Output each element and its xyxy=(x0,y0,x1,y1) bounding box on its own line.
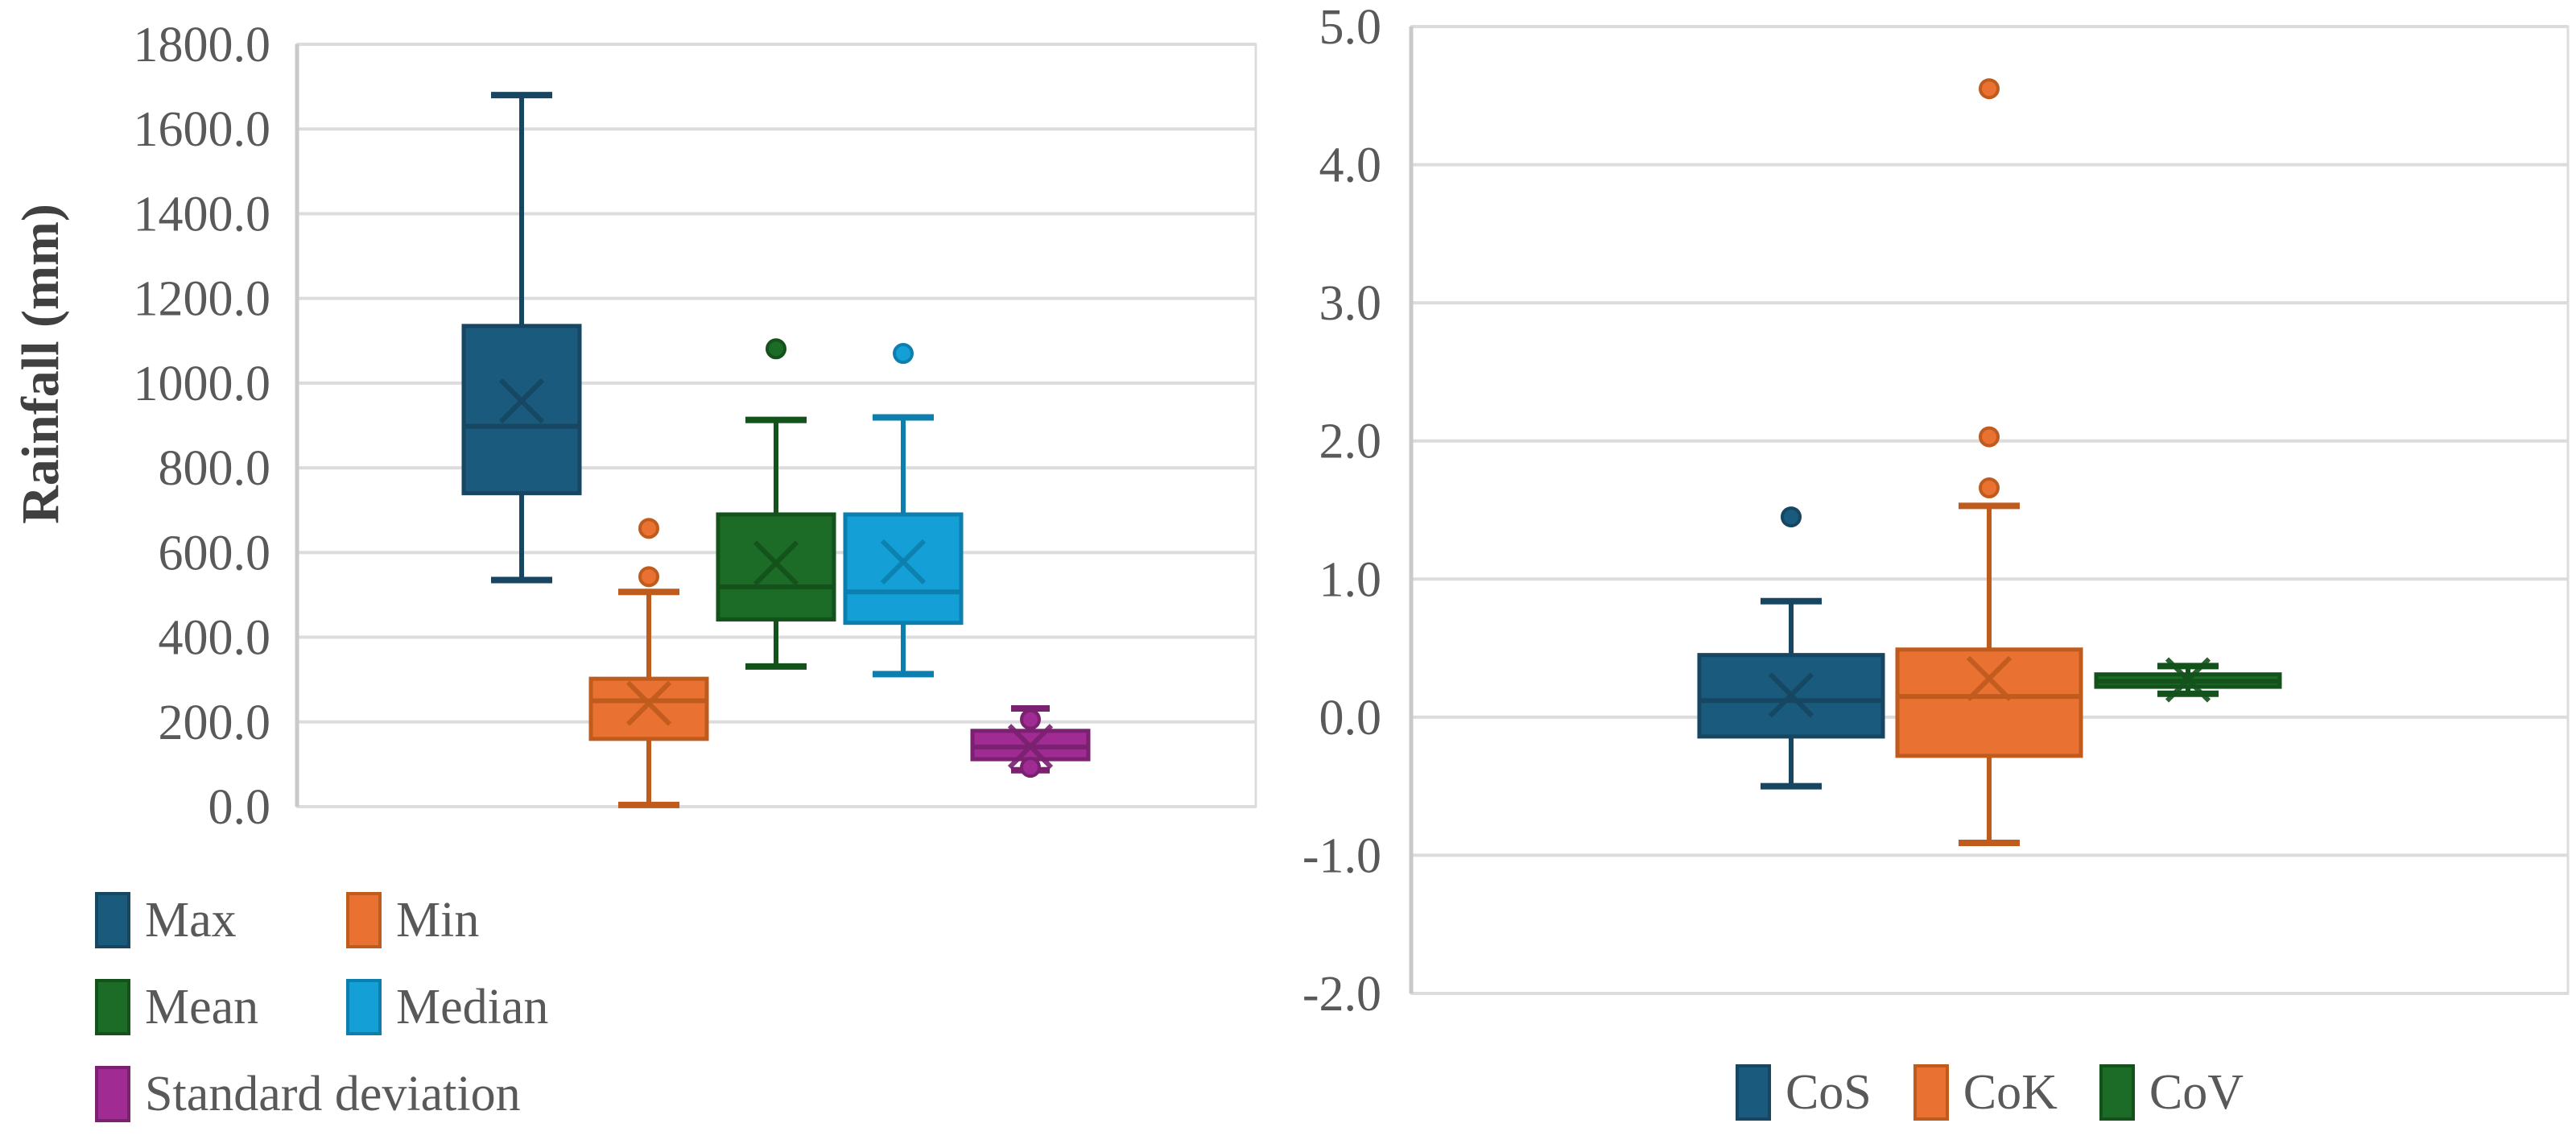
y-tick-label: 1600.0 xyxy=(134,102,271,157)
y-tick-label: -1.0 xyxy=(1302,828,1381,883)
box-series-standard-deviation xyxy=(970,704,1091,778)
outlier-dot xyxy=(1979,426,2000,448)
box-series-min xyxy=(588,518,709,808)
legend-swatch xyxy=(1735,1064,1771,1121)
mean-x-marker xyxy=(1966,655,2013,701)
legend-item-median: Median xyxy=(346,976,548,1039)
y-tick-label: 0.0 xyxy=(208,780,271,835)
mean-x-marker xyxy=(880,539,927,585)
legend-label: Max xyxy=(145,892,237,948)
mean-x-marker xyxy=(1007,724,1054,770)
legend-item-cov: CoV xyxy=(2099,1061,2244,1124)
y-tick-label: 3.0 xyxy=(1319,276,1382,331)
legend-label: CoK xyxy=(1963,1064,2058,1120)
left-chart-series xyxy=(461,92,1091,808)
iqr-box xyxy=(716,512,836,621)
box-series-cos xyxy=(1697,506,1885,790)
legend-label: CoS xyxy=(1785,1064,1872,1120)
left-chart-legend: Max Min Mean Median Standard deviation xyxy=(95,889,548,1125)
left-chart-gridlines xyxy=(295,43,1257,808)
box-series-mean xyxy=(716,338,836,670)
y-tick-label: 4.0 xyxy=(1319,138,1382,193)
box-series-max xyxy=(461,92,582,584)
iqr-box xyxy=(588,676,709,741)
outlier-dot xyxy=(1979,78,2000,100)
outlier-dot xyxy=(1020,708,1041,730)
y-tick-label: 1200.0 xyxy=(134,272,271,327)
iqr-box xyxy=(461,324,582,496)
outlier-dot xyxy=(893,343,914,365)
y-tick-label: 1800.0 xyxy=(134,18,271,72)
box-series-cok xyxy=(1895,78,2083,846)
legend-label: Median xyxy=(396,979,549,1034)
legend-swatch xyxy=(2099,1064,2135,1121)
legend-item-min: Min xyxy=(346,889,548,952)
y-tick-label: 1400.0 xyxy=(134,187,271,242)
legend-item-cok: CoK xyxy=(1913,1061,2058,1124)
right-chart-legend: CoS CoK CoV xyxy=(1411,1061,2568,1124)
iqr-box xyxy=(1895,647,2083,758)
right-chart-series xyxy=(1697,78,2282,846)
y-tick-label: 1000.0 xyxy=(134,357,271,411)
legend-item-max: Max xyxy=(95,889,346,952)
y-tick-label: 200.0 xyxy=(159,696,271,750)
outlier-dot xyxy=(638,518,659,539)
left-chart-tick-labels: 1800.0 1600.0 1400.0 1200.0 1000.0 800.0 600.0… xyxy=(134,18,271,835)
y-tick-label: -2.0 xyxy=(1302,967,1381,1022)
legend-item-mean: Mean xyxy=(95,976,346,1039)
y-tick-label: 800.0 xyxy=(159,441,271,496)
right-chart-tick-labels: 5.0 4.0 3.0 2.0 1.0 0.0 -1.0 -2.0 xyxy=(1302,0,1381,1022)
legend-item-cos: CoS xyxy=(1735,1061,1872,1124)
mean-x-marker xyxy=(753,540,799,586)
legend-swatch xyxy=(95,979,130,1035)
iqr-box xyxy=(843,512,964,626)
y-tick-label: 600.0 xyxy=(159,526,271,580)
legend-label: Mean xyxy=(145,979,259,1034)
outlier-dot xyxy=(1020,757,1041,778)
legend-swatch xyxy=(346,892,382,948)
legend-label: Standard deviation xyxy=(145,1066,521,1121)
mean-x-marker xyxy=(2165,657,2211,703)
mean-x-marker xyxy=(1768,672,1814,718)
legend-label: CoV xyxy=(2149,1064,2244,1120)
y-axis-title: Rainfall (mm) xyxy=(11,204,70,524)
legend-swatch xyxy=(1913,1064,1949,1121)
outlier-dot xyxy=(766,338,786,360)
y-tick-label: 5.0 xyxy=(1319,0,1382,55)
y-tick-label: 0.0 xyxy=(1319,691,1382,745)
right-chart-gridlines xyxy=(1409,25,2570,995)
legend-item-standard-deviation: Standard deviation xyxy=(95,1063,521,1125)
y-tick-label: 400.0 xyxy=(159,611,271,666)
mean-x-marker xyxy=(625,680,672,726)
mean-x-marker xyxy=(498,378,545,424)
y-tick-label: 1.0 xyxy=(1319,552,1382,607)
box-series-cov xyxy=(2094,657,2282,703)
legend-swatch xyxy=(346,979,382,1035)
y-tick-label: 2.0 xyxy=(1319,415,1382,469)
legend-swatch xyxy=(95,1066,130,1122)
outlier-dot xyxy=(638,566,659,588)
box-series-median xyxy=(843,343,964,678)
legend-label: Min xyxy=(396,892,480,948)
outlier-dot xyxy=(1979,477,2000,499)
outlier-dot xyxy=(1781,506,1802,528)
legend-swatch xyxy=(95,892,130,948)
